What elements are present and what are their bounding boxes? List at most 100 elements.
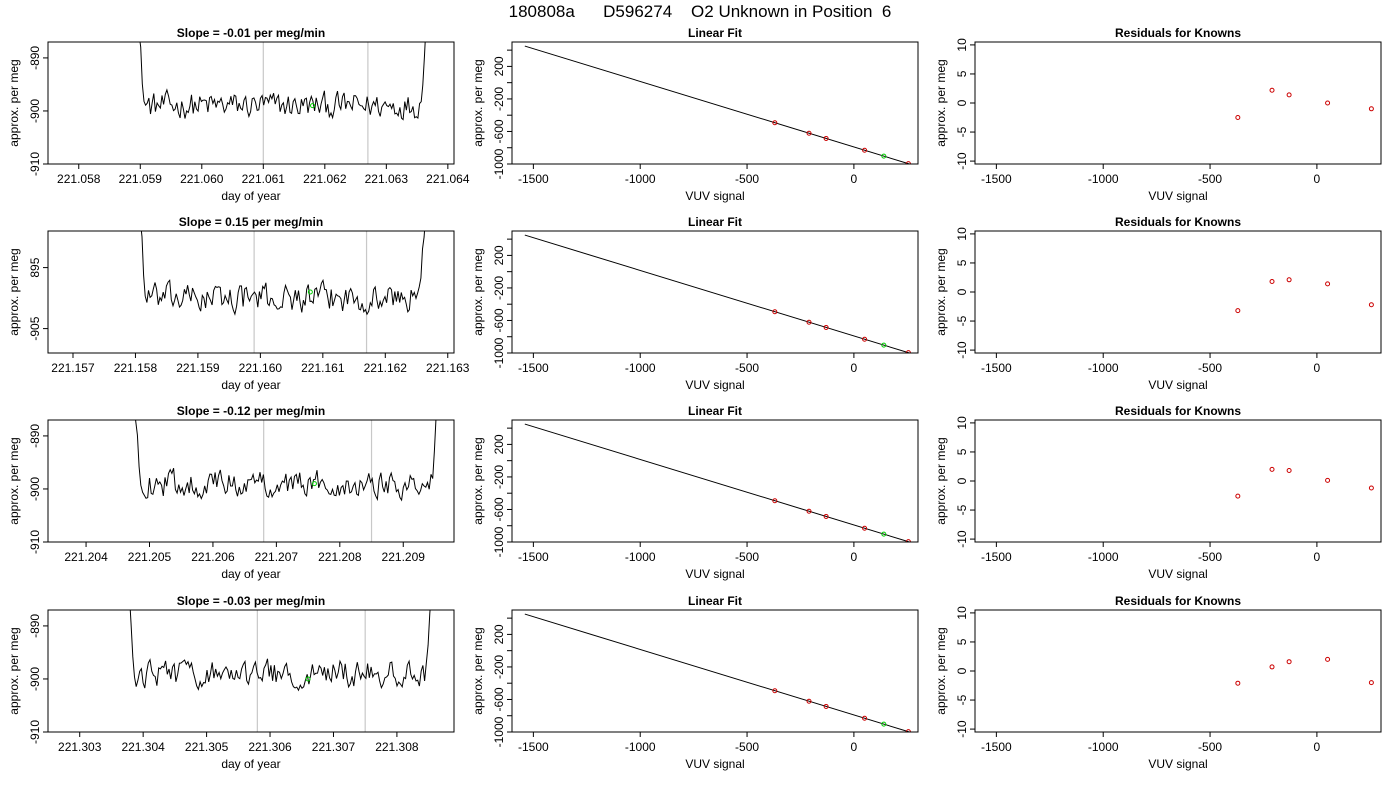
residual-point xyxy=(1286,277,1292,283)
residual-point xyxy=(1286,92,1292,98)
y-tick-label: 895 xyxy=(28,257,42,277)
y-tick-label: 200 xyxy=(492,624,506,644)
y-tick-label: -10 xyxy=(955,341,969,359)
x-tick-label: 221.306 xyxy=(248,740,292,754)
y-tick-label: -890 xyxy=(28,46,42,70)
panel-title: Linear Fit xyxy=(688,26,742,40)
x-tick-label: 221.162 xyxy=(364,361,408,375)
x-tick-label: 0 xyxy=(1314,361,1321,375)
y-tick-label: -5 xyxy=(955,694,969,705)
x-tick-label: 221.061 xyxy=(242,172,286,186)
panel-title: Residuals for Knowns xyxy=(1115,404,1241,418)
x-tick-label: 221.063 xyxy=(365,172,409,186)
y-tick-label: -5 xyxy=(955,504,969,515)
x-axis-label: VUV signal xyxy=(685,189,744,203)
x-tick-label: 221.161 xyxy=(301,361,345,375)
residual-point xyxy=(1235,680,1241,686)
unknown-point xyxy=(881,342,887,348)
unknown-point xyxy=(881,153,887,159)
panel-title: Slope = -0.01 per meg/min xyxy=(177,26,325,40)
unknown-marker xyxy=(305,676,311,682)
y-tick-label: -1000 xyxy=(492,148,506,179)
y-axis-label: approx. per meg xyxy=(471,627,485,714)
x-tick-label: -1000 xyxy=(1088,172,1119,186)
residual-point xyxy=(1325,656,1331,662)
y-tick-label: 0 xyxy=(955,667,969,674)
time-series-trace xyxy=(139,42,426,121)
y-tick-label: -910 xyxy=(28,530,42,554)
y-tick-label: 0 xyxy=(955,477,969,484)
x-tick-label: -500 xyxy=(735,172,759,186)
time-series-trace xyxy=(135,420,437,502)
residual-point xyxy=(1325,281,1331,287)
x-tick-label: -500 xyxy=(735,550,759,564)
x-tick-label: 0 xyxy=(851,172,858,186)
y-tick-label: -10 xyxy=(955,152,969,170)
y-tick-label: 10 xyxy=(955,227,969,241)
y-tick-label: 5 xyxy=(955,638,969,645)
y-axis-label: approx. per meg xyxy=(934,59,948,146)
x-tick-label: 0 xyxy=(1314,550,1321,564)
y-axis-label: approx. per meg xyxy=(934,627,948,714)
plot-frame xyxy=(47,609,455,733)
residual-point xyxy=(1368,106,1374,112)
fit-line xyxy=(524,234,910,353)
y-tick-label: -1000 xyxy=(492,337,506,368)
x-tick-label: -1500 xyxy=(981,550,1012,564)
x-tick-label: 221.303 xyxy=(58,740,102,754)
x-tick-label: 0 xyxy=(851,550,858,564)
residual-point xyxy=(1286,659,1292,665)
y-tick-label: -5 xyxy=(955,315,969,326)
known-point xyxy=(806,698,812,704)
y-tick-label: -10 xyxy=(955,720,969,738)
ts-panel-3: Slope = -0.03 per meg/min 221.303 221.304 2… xyxy=(7,594,455,771)
x-tick-label: -1000 xyxy=(1088,740,1119,754)
panel-title: Linear Fit xyxy=(688,404,742,418)
ts-panel-2: Slope = -0.12 per meg/min 221.204 221.205 2… xyxy=(7,404,455,581)
x-axis-label: VUV signal xyxy=(685,378,744,392)
resid-panel-0: Residuals for Knowns -1500 -1000 -500 0 -10 -5… xyxy=(934,26,1382,203)
unknown-marker xyxy=(307,289,313,295)
panel-title: Linear Fit xyxy=(688,594,742,608)
x-tick-label: -1500 xyxy=(518,740,549,754)
panel-title: Slope = 0.15 per meg/min xyxy=(179,215,323,229)
x-tick-label: 221.158 xyxy=(114,361,158,375)
known-point xyxy=(823,324,829,330)
y-tick-label: -900 xyxy=(28,667,42,691)
x-tick-label: 221.207 xyxy=(255,550,299,564)
x-axis-label: VUV signal xyxy=(1148,757,1207,771)
known-point xyxy=(823,135,829,141)
ts-panel-1: Slope = 0.15 per meg/min 221.157 221.158 22… xyxy=(7,215,470,392)
page-title: 180808a D596274 O2 Unknown in Position 6 xyxy=(508,2,892,21)
x-axis-label: day of year xyxy=(221,378,280,392)
x-tick-label: -500 xyxy=(735,740,759,754)
x-tick-label: 221.204 xyxy=(64,550,108,564)
x-axis-label: VUV signal xyxy=(1148,189,1207,203)
x-tick-label: 221.305 xyxy=(185,740,229,754)
x-tick-label: -500 xyxy=(1198,361,1222,375)
y-tick-label: -200 xyxy=(492,87,506,111)
fit-panel-0: Linear Fit -1500 -1000 -500 0 -1000 -600 -200 20… xyxy=(471,26,919,203)
known-point xyxy=(862,525,868,531)
y-tick-label: 10 xyxy=(955,606,969,620)
panel-title: Slope = -0.12 per meg/min xyxy=(177,404,325,418)
x-tick-label: -500 xyxy=(1198,740,1222,754)
y-axis-label: approx. per meg xyxy=(471,59,485,146)
y-tick-label: -200 xyxy=(492,276,506,300)
y-tick-label: 10 xyxy=(955,38,969,52)
x-tick-label: 221.307 xyxy=(312,740,356,754)
x-axis-label: VUV signal xyxy=(685,567,744,581)
x-tick-label: 221.160 xyxy=(239,361,283,375)
x-tick-label: 0 xyxy=(851,361,858,375)
fit-panel-1: Linear Fit -1500 -1000 -500 0 -1000 -600 -200 20… xyxy=(471,215,919,392)
ts-panel-0: Slope = -0.01 per meg/min 221.058 221.059 2… xyxy=(7,26,470,203)
known-point xyxy=(862,336,868,342)
y-tick-label: -200 xyxy=(492,655,506,679)
residual-point xyxy=(1235,308,1241,314)
fit-panel-3: Linear Fit -1500 -1000 -500 0 -1000 -600 -200 20… xyxy=(471,594,919,771)
panel-title: Residuals for Knowns xyxy=(1115,26,1241,40)
x-tick-label: 221.060 xyxy=(180,172,224,186)
y-axis-label: approx. per meg xyxy=(7,248,21,335)
panel-title: Residuals for Knowns xyxy=(1115,215,1241,229)
y-tick-label: -905 xyxy=(28,316,42,340)
